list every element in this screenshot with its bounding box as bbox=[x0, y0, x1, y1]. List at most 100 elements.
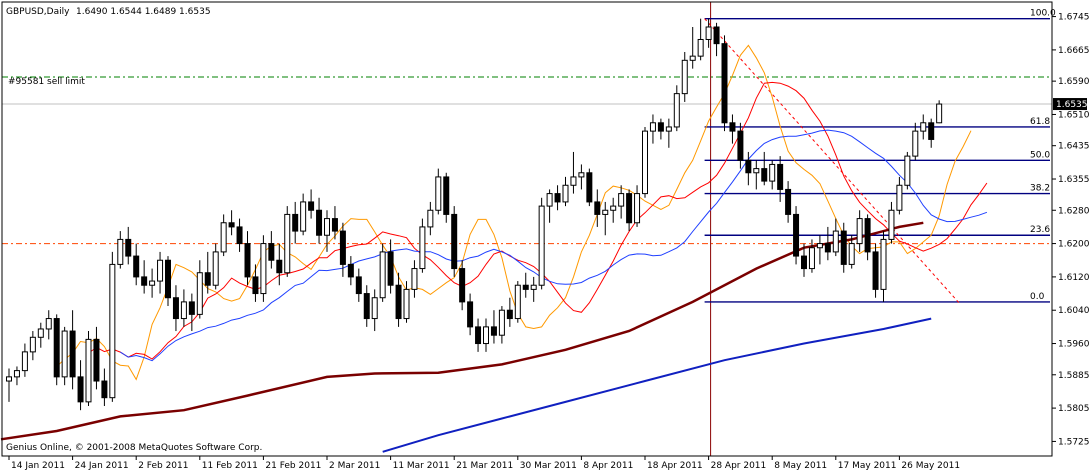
candle-body-bull bbox=[618, 193, 625, 207]
candle-body-bull bbox=[912, 130, 919, 157]
candle-body-bear bbox=[872, 251, 879, 290]
y-tick-label: 1.6590 bbox=[1058, 77, 1090, 87]
candle-body-bull bbox=[21, 351, 28, 372]
candle-body-bull bbox=[419, 226, 426, 270]
candle bbox=[427, 201, 434, 236]
ma-blue-line bbox=[120, 129, 988, 362]
candle-body-bear bbox=[228, 222, 235, 228]
candle bbox=[411, 260, 418, 298]
fib-level-label: 50.0 bbox=[1030, 150, 1050, 160]
ma-long-blue-line bbox=[382, 317, 932, 453]
candle-body-bull bbox=[117, 238, 124, 265]
candle bbox=[578, 164, 585, 190]
candle-body-bull bbox=[856, 218, 863, 245]
candle-body-bear bbox=[721, 43, 728, 124]
x-tick-label: 2 Feb 2011 bbox=[138, 461, 188, 471]
x-tick-label: 11 Mar 2011 bbox=[393, 461, 450, 471]
candle-body-bear bbox=[451, 213, 458, 270]
candle-body-bear bbox=[292, 213, 299, 232]
candle bbox=[777, 156, 784, 202]
candle-body-bull bbox=[371, 297, 378, 320]
candle-body-bear bbox=[586, 172, 593, 203]
candle bbox=[324, 210, 330, 252]
fib-level-label: 38.2 bbox=[1030, 184, 1050, 194]
candle-body-bull bbox=[149, 280, 156, 286]
y-tick-label: 1.6200 bbox=[1058, 240, 1090, 250]
candle-body-bull bbox=[180, 301, 187, 320]
candle-body-bear bbox=[467, 301, 474, 328]
candle-body-bear bbox=[165, 259, 171, 299]
candle bbox=[649, 114, 656, 144]
x-tick-label: 26 May 2011 bbox=[901, 461, 960, 471]
candle-body-bull bbox=[324, 218, 330, 236]
y-tick-label: 1.6040 bbox=[1058, 306, 1090, 316]
candle-body-bear bbox=[395, 284, 402, 320]
candle-body-bull bbox=[85, 338, 92, 403]
candle-body-bear bbox=[594, 201, 601, 215]
candle bbox=[594, 189, 601, 227]
candle-body-bear bbox=[761, 168, 768, 182]
candle bbox=[93, 326, 100, 390]
candle bbox=[236, 218, 243, 252]
candle-body-bull bbox=[816, 243, 823, 249]
candle-body-bull bbox=[896, 184, 903, 211]
candle bbox=[125, 226, 132, 265]
candle bbox=[6, 368, 12, 402]
candle-body-bull bbox=[570, 176, 577, 186]
candle bbox=[936, 100, 943, 124]
candle bbox=[506, 297, 513, 327]
candle-body-bull bbox=[403, 288, 410, 320]
candle bbox=[483, 318, 489, 352]
y-tick-label: 1.5805 bbox=[1058, 404, 1090, 414]
candle bbox=[753, 160, 760, 190]
candle bbox=[85, 331, 92, 407]
candle-body-bear bbox=[133, 255, 140, 278]
candle bbox=[157, 251, 164, 294]
candle bbox=[316, 197, 323, 244]
candle bbox=[530, 276, 537, 302]
candle-body-bull bbox=[427, 209, 434, 228]
candle bbox=[514, 281, 521, 323]
candle-body-bull bbox=[665, 126, 672, 132]
candle-body-bull bbox=[6, 376, 12, 382]
candle bbox=[363, 285, 370, 327]
candle bbox=[77, 360, 84, 411]
candle bbox=[403, 281, 410, 323]
candle bbox=[204, 251, 211, 294]
candle bbox=[689, 26, 696, 69]
candle bbox=[165, 256, 171, 307]
candle-body-bear bbox=[355, 276, 362, 295]
candle bbox=[824, 226, 831, 261]
candle-body-bear bbox=[657, 122, 664, 132]
candle bbox=[880, 231, 887, 302]
candle bbox=[546, 189, 553, 223]
x-tick-label: 8 Apr 2011 bbox=[583, 461, 633, 471]
candle-body-bear bbox=[785, 188, 792, 215]
candle-body-bull bbox=[769, 163, 776, 182]
candle bbox=[419, 218, 426, 273]
candle-body-bull bbox=[546, 193, 553, 207]
candle bbox=[69, 310, 76, 390]
candle-body-bull bbox=[220, 222, 227, 253]
candle-body-bear bbox=[745, 159, 752, 174]
candle bbox=[705, 18, 712, 48]
candle bbox=[904, 151, 911, 190]
candle-body-bull bbox=[109, 263, 116, 399]
y-tick-label: 1.6280 bbox=[1058, 206, 1090, 216]
candle-body-bull bbox=[530, 284, 537, 290]
candle-body-bear bbox=[928, 122, 935, 140]
candle-body-bull bbox=[562, 184, 569, 203]
x-tick-label: 21 Mar 2011 bbox=[456, 461, 513, 471]
y-tick-label: 1.5960 bbox=[1058, 340, 1090, 350]
candle bbox=[37, 322, 44, 348]
candle-body-bear bbox=[77, 376, 84, 403]
candle bbox=[657, 118, 664, 140]
candle-body-bull bbox=[498, 309, 505, 336]
ma-red-line bbox=[88, 81, 988, 360]
candle bbox=[475, 318, 482, 352]
candle-body-bull bbox=[435, 176, 442, 211]
candle bbox=[180, 289, 187, 327]
candle-body-bull bbox=[936, 103, 943, 124]
